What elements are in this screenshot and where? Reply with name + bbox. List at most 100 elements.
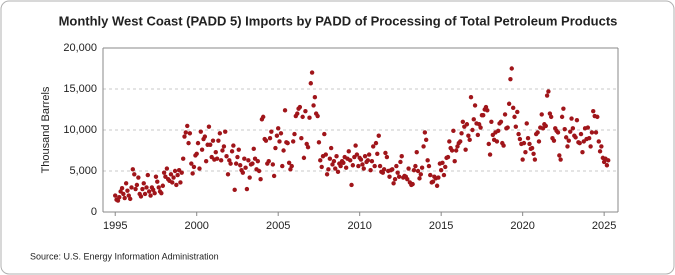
point [464,122,470,127]
point [159,190,164,196]
point [573,135,578,140]
point [121,191,126,197]
point [471,117,476,122]
point [150,187,156,193]
point [225,172,231,177]
point [525,136,531,141]
point [517,136,523,142]
point [415,168,421,174]
point [466,133,471,138]
point [246,158,251,163]
point [119,186,125,191]
point [208,142,213,147]
point [242,156,247,161]
point [312,95,318,100]
point [132,172,137,177]
point [231,143,236,148]
point [470,127,475,133]
point [316,140,322,145]
point [174,182,179,188]
point [406,166,411,171]
point [202,134,208,139]
point [335,169,341,175]
point [255,158,261,164]
point [341,160,346,165]
point [440,160,445,165]
point [117,195,122,200]
point [411,167,417,173]
point [570,126,576,131]
point [529,145,535,151]
point [228,161,233,166]
point [475,132,481,138]
point [271,173,277,179]
point [430,179,436,184]
point [468,95,474,100]
point [501,143,506,148]
point [346,149,351,154]
point [449,148,455,153]
point [414,149,419,155]
point [267,136,273,141]
point [438,167,444,173]
point [270,162,276,167]
point [343,165,349,170]
point [428,172,433,178]
point [595,114,600,120]
point [220,148,225,153]
point [180,156,186,161]
point [161,170,167,175]
point [451,128,456,134]
point [206,124,212,129]
point [543,123,549,129]
point [373,140,379,146]
point [148,193,153,198]
point [463,147,468,152]
point [183,130,188,135]
point [172,168,178,174]
point [331,158,337,164]
point [487,152,493,157]
point [555,130,561,135]
point [436,175,441,180]
point [353,143,358,148]
point [195,140,201,146]
point [350,163,356,168]
point [578,131,584,137]
point [275,126,281,131]
point [453,148,459,153]
point [303,108,308,114]
point [290,139,296,144]
point [486,141,491,147]
point [551,138,557,143]
point [221,144,227,149]
point [524,121,529,126]
point [606,158,611,163]
point [198,129,203,134]
x-tick-label: 2015 [429,220,453,232]
point [235,154,240,160]
point [509,66,514,71]
point [282,108,288,113]
point [240,170,246,175]
point [190,171,195,176]
point [476,122,482,127]
point [405,177,410,182]
point [392,177,398,182]
point [521,140,527,146]
point [156,185,161,190]
point [171,175,176,180]
point [591,108,596,114]
point [134,182,140,188]
point [358,157,364,162]
point [295,111,300,116]
point [494,139,500,144]
point [123,181,129,186]
point [585,125,591,130]
point [515,109,520,115]
x-tick-label: 2005 [266,220,290,232]
point [354,152,360,157]
point [307,115,312,120]
